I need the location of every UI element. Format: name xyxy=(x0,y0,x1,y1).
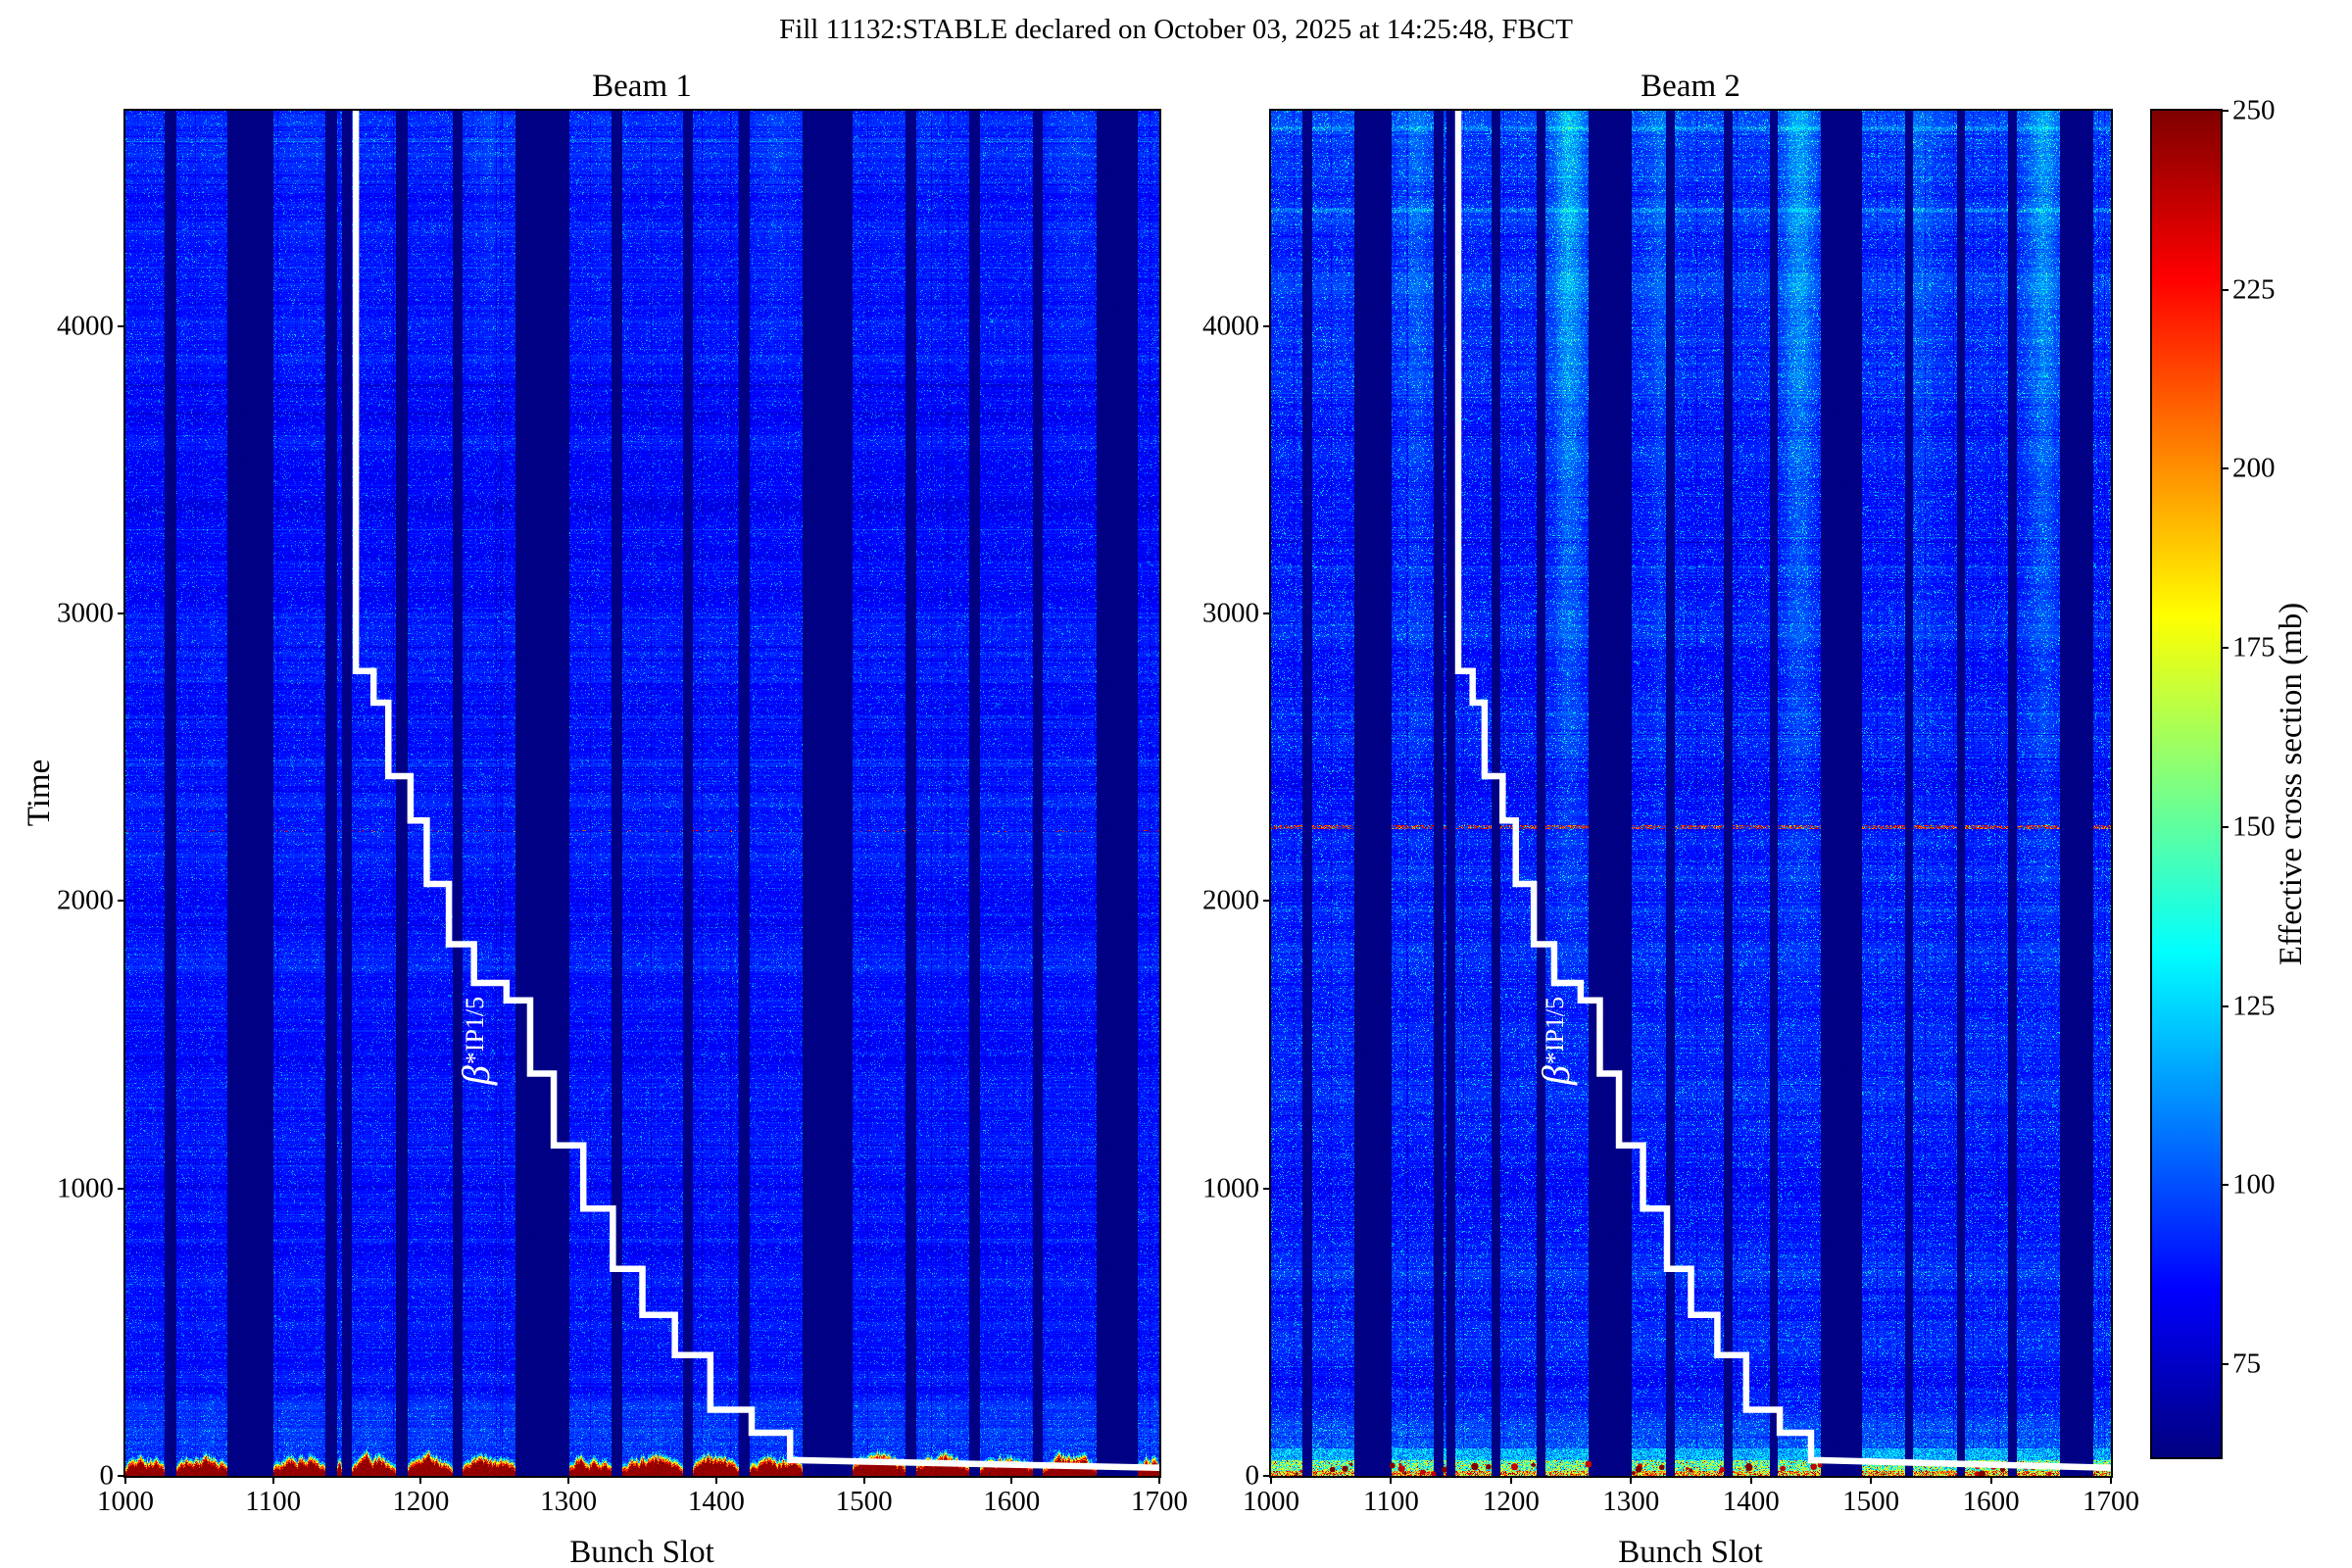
y-tick-label: 1000 xyxy=(57,1172,114,1204)
y-tick-label: 2000 xyxy=(1202,884,1259,916)
colorbar-tick-label: 175 xyxy=(2232,631,2276,663)
y-tick-label: 3000 xyxy=(1202,597,1259,629)
y-tick xyxy=(1263,324,1271,327)
beta-star-annotation-beam1: β * IP1/5 xyxy=(450,943,501,1139)
x-tick xyxy=(1870,1476,1873,1484)
y-tick xyxy=(118,324,125,327)
colorbar-tick xyxy=(2221,1004,2229,1007)
colorbar-tick-label: 150 xyxy=(2232,810,2276,843)
x-tick-label: 1600 xyxy=(1962,1486,2020,1517)
x-tick-label: 1000 xyxy=(97,1486,154,1517)
colorbar-tick-label: 125 xyxy=(2232,990,2276,1022)
y-axis-label-time: Time xyxy=(21,759,57,827)
x-tick-label: 1600 xyxy=(983,1486,1041,1517)
y-tick xyxy=(118,900,125,903)
x-tick-label: 1000 xyxy=(1243,1486,1299,1517)
x-tick xyxy=(1989,1476,1992,1484)
x-tick-label: 1400 xyxy=(687,1486,745,1517)
x-tick xyxy=(1270,1476,1272,1484)
x-axis-label-beam1: Bunch Slot xyxy=(569,1535,714,1568)
x-tick xyxy=(1749,1476,1752,1484)
beam1-heatmap-canvas xyxy=(125,111,1159,1476)
x-tick xyxy=(419,1476,422,1484)
colorbar-tick xyxy=(2221,288,2229,291)
y-tick xyxy=(118,1475,125,1477)
colorbar-tick-label: 225 xyxy=(2232,273,2276,306)
y-tick xyxy=(1263,1475,1271,1477)
colorbar-tick xyxy=(2221,110,2229,112)
y-tick-label: 3000 xyxy=(57,597,114,629)
x-tick xyxy=(1509,1476,1512,1484)
y-tick xyxy=(118,612,125,615)
colorbar-tick xyxy=(2221,467,2229,470)
beam1-title: Beam 1 xyxy=(592,69,692,104)
x-tick xyxy=(1010,1476,1013,1484)
figure-suptitle: Fill 11132:STABLE declared on October 03… xyxy=(779,14,1573,45)
beta-star-annotation-beam2: β * IP1/5 xyxy=(1530,943,1581,1139)
x-tick xyxy=(1158,1476,1160,1484)
x-tick-label: 1300 xyxy=(540,1486,598,1517)
x-tick-label: 1100 xyxy=(245,1486,302,1517)
colorbar-tick xyxy=(2221,1184,2229,1187)
x-tick-label: 1100 xyxy=(1362,1486,1419,1517)
beta-sub: IP1/5 xyxy=(461,996,489,1053)
beam2-heatmap-canvas xyxy=(1271,111,2111,1476)
x-tick-label: 1700 xyxy=(2082,1486,2139,1517)
colorbar-tick xyxy=(2221,1362,2229,1365)
x-tick-label: 1200 xyxy=(1482,1486,1540,1517)
x-tick xyxy=(862,1476,865,1484)
x-tick-label: 1500 xyxy=(835,1486,893,1517)
beta-sup: * xyxy=(1541,1052,1569,1065)
x-tick xyxy=(567,1476,570,1484)
beta-glyph: β xyxy=(453,1065,498,1086)
x-axis-label-beam2: Bunch Slot xyxy=(1618,1535,1763,1568)
y-tick-label: 4000 xyxy=(1202,310,1259,342)
y-tick xyxy=(118,1187,125,1190)
beta-sup: * xyxy=(461,1052,489,1065)
colorbar-label: Effective cross section (mb) xyxy=(2273,602,2309,966)
x-tick xyxy=(271,1476,274,1484)
colorbar-tick-label: 75 xyxy=(2232,1348,2261,1380)
x-tick xyxy=(2110,1476,2112,1484)
y-tick-label: 4000 xyxy=(57,310,114,342)
colorbar-tick-label: 100 xyxy=(2232,1168,2276,1200)
y-tick xyxy=(1263,900,1271,903)
beta-sub: IP1/5 xyxy=(1541,996,1569,1053)
colorbar-tick-label: 250 xyxy=(2232,94,2276,126)
x-tick-label: 1500 xyxy=(1842,1486,1900,1517)
colorbar-tick-label: 200 xyxy=(2232,452,2276,484)
x-tick-label: 1200 xyxy=(392,1486,450,1517)
x-tick-label: 1400 xyxy=(1722,1486,1780,1517)
y-tick-label: 1000 xyxy=(1202,1172,1259,1204)
x-tick xyxy=(714,1476,717,1484)
x-tick xyxy=(124,1476,126,1484)
x-tick-label: 1300 xyxy=(1602,1486,1660,1517)
colorbar-tick xyxy=(2221,825,2229,828)
y-tick-label: 2000 xyxy=(57,884,114,916)
x-tick xyxy=(1390,1476,1393,1484)
beam2-title: Beam 2 xyxy=(1641,69,1740,104)
x-tick-label: 1700 xyxy=(1131,1486,1188,1517)
y-tick xyxy=(1263,1187,1271,1190)
y-tick xyxy=(1263,612,1271,615)
x-tick xyxy=(1630,1476,1633,1484)
y-tick-label: 0 xyxy=(99,1459,115,1492)
y-tick-label: 0 xyxy=(1245,1459,1260,1492)
beta-glyph: β xyxy=(1533,1065,1578,1086)
colorbar-tick xyxy=(2221,647,2229,650)
colorbar-gradient xyxy=(2152,111,2221,1457)
